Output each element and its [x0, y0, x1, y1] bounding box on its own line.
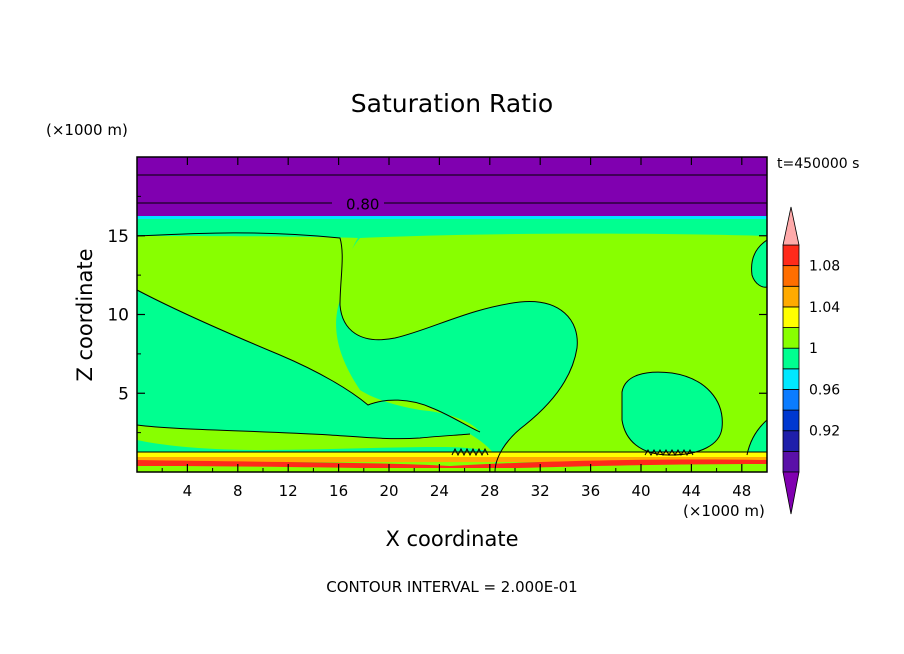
y-unit-label: (×1000 m): [46, 121, 128, 139]
colorbar-segment: [782, 265, 800, 287]
contour-labels: 0.80: [346, 195, 379, 213]
colorbar-segment: [782, 327, 800, 349]
x-tick-label: 40: [631, 482, 650, 500]
y-axis-ticks: 5 10 15: [107, 195, 767, 434]
field-cyan-band: [137, 216, 767, 219]
chart-title: Saturation Ratio: [351, 89, 553, 118]
contour-line-right-edge: [751, 239, 767, 288]
contour-line-top-moist: [137, 232, 578, 472]
contour-line-right-low: [746, 419, 767, 456]
contour-line-right-bubble: [621, 371, 723, 456]
contour-interval-footer: CONTOUR INTERVAL = 2.000E-01: [326, 578, 577, 596]
field-moist-right-edge: [751, 240, 767, 288]
colorbar-segment: [782, 389, 800, 411]
colorbar-segment: [782, 347, 800, 370]
plot-area: [137, 157, 767, 472]
y-tick-label: 10: [107, 306, 129, 326]
x-tick-label: 32: [531, 482, 550, 500]
contour-line-ripples: [451, 447, 694, 457]
x-tick-label: 36: [581, 482, 600, 500]
colorbar-tick-label: 1: [809, 341, 818, 357]
colorbar-segment: [782, 285, 800, 308]
field-surface-bottom: [137, 468, 767, 472]
x-axis-ticks: 4 8 12 16 20 24 28 32 36 40 44 48: [161, 157, 751, 500]
contour-lines: [137, 174, 767, 472]
x-tick-label: 28: [480, 482, 499, 500]
x-tick-label: 4: [183, 482, 193, 500]
y-axis-label: Z coordinate: [73, 248, 97, 381]
x-tick-label: 48: [732, 482, 751, 500]
x-unit-label: (×1000 m): [683, 502, 765, 520]
colorbar-tick-label: 0.96: [809, 382, 840, 398]
x-axis-label: X coordinate: [385, 527, 518, 551]
field-surface-red: [137, 459, 767, 470]
x-tick-label: 20: [379, 482, 398, 500]
y-tick-label: 5: [118, 384, 129, 404]
colorbar-segment: [782, 430, 800, 452]
x-tick-label: 16: [329, 482, 348, 500]
field-moist-thin-band: [137, 219, 767, 232]
contour-line-lower-band: [137, 424, 471, 440]
colorbar-tick-label: 1.04: [809, 300, 840, 316]
colorbar-segment: [782, 409, 800, 432]
field-moist-right-bubble: [622, 372, 723, 455]
field-supersat-left-tongue: [137, 236, 480, 432]
colorbar-segment: [782, 244, 800, 267]
time-label: t=450000 s: [777, 156, 859, 172]
colorbar-over-triangle: [782, 206, 800, 246]
colorbar-segment: [782, 450, 800, 473]
field-surface-orange: [137, 457, 767, 462]
colorbar-segment: [782, 306, 800, 328]
colorbar: 0.92 0.96 1 1.04 1.08: [782, 206, 840, 515]
contour-label: 0.80: [346, 195, 379, 213]
x-tick-label: 8: [233, 482, 243, 500]
field-moist-right-low: [747, 420, 767, 455]
contour-line-left-tongue: [137, 289, 481, 433]
colorbar-segment: [782, 368, 800, 390]
colorbar-under-triangle: [782, 471, 800, 515]
x-tick-label: 24: [430, 482, 449, 500]
x-tick-label: 12: [279, 482, 298, 500]
y-tick-label: 15: [107, 227, 129, 247]
x-tick-label: 44: [682, 482, 701, 500]
colorbar-tick-label: 0.92: [809, 424, 840, 440]
colorbar-tick-label: 1.08: [809, 259, 840, 275]
field-upper-dry: [137, 157, 767, 216]
